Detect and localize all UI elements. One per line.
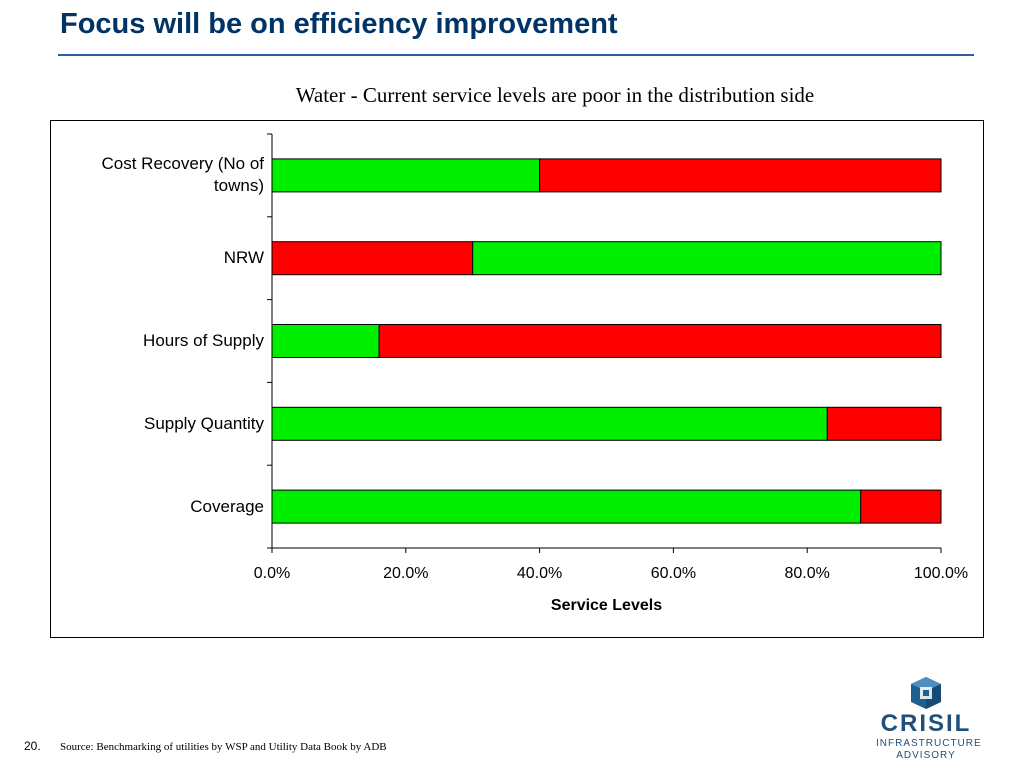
- category-label: Coverage: [190, 496, 264, 516]
- x-tick-label: 20.0%: [383, 565, 428, 582]
- chart-title: Water - Current service levels are poor …: [295, 83, 815, 107]
- slide-title: Focus will be on efficiency improvement: [60, 8, 618, 40]
- bar-segment-2-1: [378, 324, 942, 358]
- x-axis-title: Service Levels: [551, 597, 662, 614]
- category-label: Supply Quantity: [143, 413, 264, 433]
- x-tick-label: 60.0%: [651, 565, 696, 582]
- bar-segment-4-1: [860, 489, 942, 524]
- x-tick-label: 0.0%: [254, 565, 290, 582]
- x-tick-label: 40.0%: [517, 565, 562, 582]
- category-label: Cost Recovery (No of towns): [101, 154, 265, 196]
- bar-segment-1-1: [472, 241, 942, 276]
- bar-segment-0-0: [271, 158, 541, 193]
- logo-wordmark: CRISIL: [880, 710, 972, 737]
- page-number: 20.: [24, 739, 41, 753]
- category-label: NRW: [223, 248, 264, 268]
- x-tick-label: 100.0%: [914, 565, 968, 582]
- category-label: Hours of Supply: [143, 331, 264, 350]
- logo-subtitle-line1: INFRASTRUCTURE: [876, 738, 982, 749]
- bar-segment-0-1: [539, 158, 942, 193]
- bar-chart: 0.0% 20.0% 40.0% 60.0% 80.0% 100.0% Service Le…: [254, 133, 968, 614]
- title-divider: [58, 54, 974, 56]
- bar-segment-1-0: [271, 241, 474, 276]
- bar-segment-4-0: [271, 489, 862, 524]
- chart-frame: 0.0% 20.0% 40.0% 60.0% 80.0% 100.0% Service Le…: [50, 120, 984, 638]
- bar-segment-3-0: [271, 406, 828, 441]
- logo-subtitle-line2: ADVISORY: [896, 750, 956, 761]
- bar-segment-3-1: [826, 406, 942, 441]
- company-logo: CRISIL INFRASTRUCTURE ADVISORY: [876, 676, 982, 762]
- source-note: Source: Benchmarking of utilities by WSP…: [60, 741, 387, 753]
- bar-segment-2-0: [271, 324, 380, 358]
- x-tick-label: 80.0%: [785, 565, 830, 582]
- crisil-logo-icon: [911, 677, 941, 709]
